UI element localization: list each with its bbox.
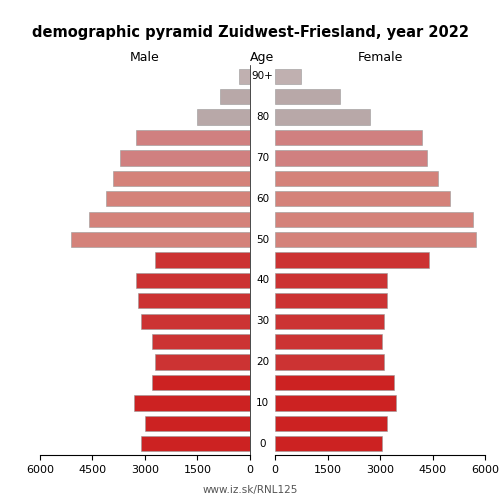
- Text: 20: 20: [256, 357, 269, 367]
- Bar: [275, 191, 450, 206]
- Text: 50: 50: [256, 234, 269, 244]
- Bar: [89, 212, 250, 227]
- Bar: [152, 334, 250, 349]
- Bar: [275, 314, 384, 329]
- Bar: [114, 170, 250, 186]
- Bar: [275, 354, 384, 370]
- Bar: [275, 232, 476, 247]
- Text: www.iz.sk/RNL125: www.iz.sk/RNL125: [202, 485, 298, 495]
- Bar: [145, 416, 250, 431]
- Bar: [275, 150, 428, 166]
- Bar: [275, 293, 387, 308]
- Bar: [138, 293, 250, 308]
- Text: 80: 80: [256, 112, 269, 122]
- Bar: [72, 232, 250, 247]
- Bar: [152, 375, 250, 390]
- Bar: [275, 416, 387, 431]
- Title: Age: Age: [250, 51, 274, 64]
- Bar: [275, 170, 438, 186]
- Bar: [220, 89, 250, 104]
- Bar: [275, 375, 394, 390]
- Bar: [275, 68, 301, 84]
- Title: Female: Female: [358, 51, 403, 64]
- Text: 40: 40: [256, 276, 269, 285]
- Bar: [156, 354, 250, 370]
- Bar: [120, 150, 250, 166]
- Text: 60: 60: [256, 194, 269, 203]
- Text: 10: 10: [256, 398, 269, 408]
- Bar: [275, 89, 340, 104]
- Bar: [156, 252, 250, 268]
- Bar: [275, 334, 382, 349]
- Title: Male: Male: [130, 51, 160, 64]
- Text: demographic pyramid Zuidwest-Friesland, year 2022: demographic pyramid Zuidwest-Friesland, …: [32, 25, 469, 40]
- Bar: [275, 110, 370, 124]
- Text: 70: 70: [256, 153, 269, 163]
- Bar: [275, 252, 429, 268]
- Bar: [275, 436, 382, 452]
- Bar: [240, 68, 250, 84]
- Bar: [275, 273, 387, 288]
- Bar: [275, 130, 422, 145]
- Bar: [136, 130, 250, 145]
- Bar: [106, 191, 250, 206]
- Bar: [136, 273, 250, 288]
- Text: 0: 0: [260, 439, 266, 449]
- Bar: [134, 396, 250, 410]
- Bar: [275, 212, 473, 227]
- Bar: [142, 314, 250, 329]
- Bar: [198, 110, 250, 124]
- Bar: [275, 396, 396, 410]
- Text: 90+: 90+: [252, 71, 274, 81]
- Bar: [142, 436, 250, 452]
- Text: 30: 30: [256, 316, 269, 326]
